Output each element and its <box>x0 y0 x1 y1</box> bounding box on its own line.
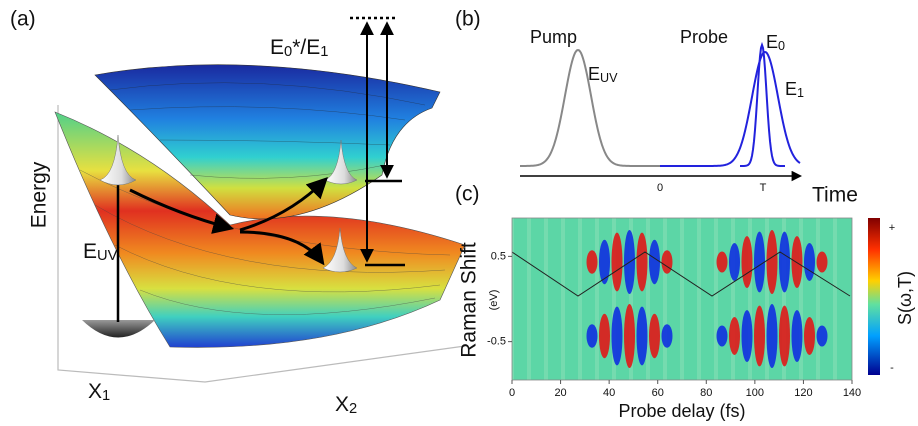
path-arrow <box>239 230 325 266</box>
level-label: E0*/E1 <box>270 36 328 61</box>
panel-tag: (c) <box>455 183 480 206</box>
blob <box>729 243 740 281</box>
axis-label: Time <box>812 184 858 207</box>
wavepacket <box>99 134 137 186</box>
coordinate-label: X2 <box>335 393 357 418</box>
blob <box>779 231 790 293</box>
x-tick-label: 100 <box>746 387 764 399</box>
blob <box>624 304 635 368</box>
blob <box>804 243 815 281</box>
y-tick-label: -0.5 <box>487 336 506 348</box>
trace <box>512 251 851 297</box>
pulse-label: EUV <box>588 64 618 85</box>
blob <box>741 236 753 288</box>
blob <box>661 250 673 274</box>
colorbar-max: + <box>889 222 895 234</box>
wavepacket <box>322 227 358 273</box>
blob <box>741 310 753 362</box>
time-mark: T <box>760 182 767 194</box>
label-part: E <box>588 64 600 84</box>
frame <box>57 105 466 383</box>
colorbar-min: - <box>890 362 894 374</box>
coordinate-label: X1 <box>88 380 110 405</box>
label-part: E <box>270 36 284 59</box>
path-arrow <box>129 188 235 234</box>
label-part: */E <box>292 36 320 59</box>
time-mark: 0 <box>657 182 663 194</box>
probe-pulse <box>660 50 801 167</box>
x-tick-label: 140 <box>843 387 861 399</box>
blob <box>779 305 790 367</box>
blob <box>611 232 623 292</box>
plot-frame <box>511 217 853 381</box>
pulse-label: E1 <box>785 79 804 100</box>
x-tick-label: 40 <box>603 387 615 399</box>
pulse-label: Probe <box>680 27 728 47</box>
pulse-label: E0 <box>766 32 785 53</box>
blob <box>599 313 610 359</box>
panel-b-drawing <box>520 41 803 182</box>
blob <box>766 304 778 368</box>
panel-tag: (a) <box>10 8 36 31</box>
x-tick-label: 60 <box>652 387 664 399</box>
panel-a-drawing <box>54 16 466 383</box>
x-tick-label: 120 <box>794 387 812 399</box>
lower-surface <box>54 111 466 348</box>
subscript: 1 <box>102 388 110 404</box>
blob <box>766 230 778 294</box>
label-part: X <box>88 380 102 403</box>
subscript: UV <box>600 71 618 85</box>
blob <box>754 305 765 367</box>
wavepacket <box>324 139 358 185</box>
axis-label: Energy <box>28 161 51 228</box>
ground-well <box>82 320 155 338</box>
heatmap <box>512 218 852 380</box>
subscript: 2 <box>349 401 357 417</box>
label-part: E <box>785 79 797 99</box>
pulse-label: Pump <box>530 27 577 47</box>
x-tick-label: 80 <box>700 387 712 399</box>
subscript: 0 <box>284 44 292 60</box>
label-part: X <box>335 393 349 416</box>
axis-label: Probe delay (fs) <box>618 401 745 421</box>
blob <box>729 317 740 355</box>
blob <box>816 251 828 273</box>
label-part: E <box>83 240 97 263</box>
excitation-label: EUV <box>83 240 118 265</box>
probe-pulse <box>740 41 785 167</box>
blob <box>649 313 660 359</box>
blob <box>661 324 673 348</box>
blob <box>754 231 765 293</box>
panel-c-drawing <box>511 217 880 381</box>
colorbar-label: S(ω,T) <box>895 271 915 325</box>
y-tick-label: 0.5 <box>491 250 506 262</box>
blob <box>599 239 610 285</box>
axis-unit: (eV) <box>488 290 500 311</box>
blob <box>636 306 648 366</box>
panel-tag: (b) <box>455 8 481 31</box>
blob <box>649 239 660 285</box>
colorbar <box>868 218 880 375</box>
blob <box>816 325 828 347</box>
subscript: UV <box>97 248 118 264</box>
blob <box>791 236 803 288</box>
blob <box>804 317 815 355</box>
subscript: 0 <box>778 39 785 53</box>
blob <box>716 251 728 273</box>
label-part: E <box>766 32 778 52</box>
subscript: 1 <box>797 86 804 100</box>
axis-label: Raman Shift <box>458 242 481 358</box>
x-tick-label: 20 <box>554 387 566 399</box>
blob <box>716 325 728 347</box>
blob <box>586 250 598 274</box>
blob <box>791 310 803 362</box>
blob <box>586 324 598 348</box>
subscript: 1 <box>320 44 328 60</box>
blob <box>636 232 648 292</box>
path-arrow <box>239 177 328 232</box>
blob <box>611 306 623 366</box>
pump-pulse <box>520 48 660 167</box>
x-tick-label: 0 <box>509 387 515 399</box>
